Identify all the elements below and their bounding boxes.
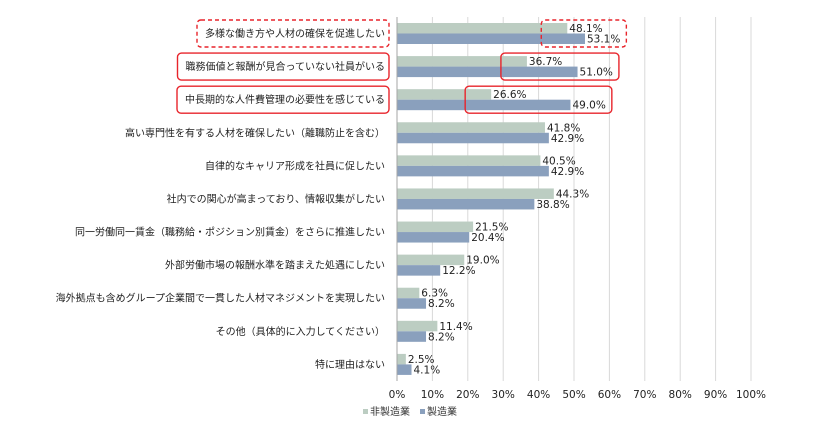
legend-label-non-manufacturing: 非製造業 xyxy=(370,405,410,418)
bar-manufacturing xyxy=(397,132,549,144)
bar-non-manufacturing xyxy=(397,320,438,332)
bar-non-manufacturing xyxy=(397,56,527,67)
value-label: 8.2% xyxy=(428,331,455,343)
value-labels: 48.1% 36.7% 26.6% 41.8% 40.5% 44.3% 21.5% 19.0%… xyxy=(408,23,621,376)
x-tick-label: 80% xyxy=(669,389,692,401)
legend-swatch-manufacturing xyxy=(420,409,425,414)
category-label: 外部労働市場の報酬水準を踏まえた処遇にしたい xyxy=(165,259,385,272)
value-label: 49.0% xyxy=(572,100,605,112)
highlight-value-box xyxy=(464,85,613,114)
highlight-label-box xyxy=(196,19,390,48)
category-label: 中長期的な人件費管理の必要性を感じている xyxy=(185,93,385,106)
value-label: 6.3% xyxy=(421,288,448,300)
value-label: 20.4% xyxy=(471,232,504,244)
bar-non-manufacturing xyxy=(397,287,420,299)
value-label: 48.1% xyxy=(569,23,602,35)
bar-manufacturing xyxy=(397,198,535,210)
bar-manufacturing xyxy=(397,265,441,276)
bars xyxy=(397,23,585,375)
value-label: 4.1% xyxy=(414,364,441,376)
category-label: 海外拠点も含めグループ企業間で一貫した人材マネジメントを実現したい xyxy=(56,292,385,305)
value-label: 21.5% xyxy=(475,222,508,234)
value-label: 44.3% xyxy=(556,188,589,200)
bar-non-manufacturing xyxy=(397,221,474,233)
value-label: 38.8% xyxy=(536,199,569,211)
value-label: 53.1% xyxy=(587,34,620,46)
category-label: 社内での関心が高まっており、情報収集がしたい xyxy=(167,192,385,205)
x-tick-label: 70% xyxy=(633,389,656,401)
x-tick-labels: 0% 10% 20% 30% 40% 50% 60% 70% 80% 90% 100% xyxy=(389,389,766,401)
highlight-value-box xyxy=(540,19,628,48)
category-labels: 多様な働き方や人材の確保を促進したい職務価値と報酬が見合っていない社員がいる中長… xyxy=(56,27,385,371)
bar-manufacturing xyxy=(397,66,578,78)
category-label: 高い専門性を有する人材を確保したい（離職防止を含む） xyxy=(125,126,385,139)
bar-manufacturing xyxy=(397,33,585,44)
gridlines xyxy=(431,17,752,381)
legend-swatch-non-manufacturing xyxy=(363,409,368,414)
bar-manufacturing xyxy=(397,99,571,111)
x-tick-label: 10% xyxy=(421,389,444,401)
bar-manufacturing xyxy=(397,364,412,375)
x-tick-label: 50% xyxy=(562,389,585,401)
x-tick-label: 60% xyxy=(598,389,621,401)
value-label: 11.4% xyxy=(439,321,472,333)
value-label: 12.2% xyxy=(442,265,475,277)
category-label: 多様な働き方や人材の確保を促進したい xyxy=(205,27,385,40)
x-tick-label: 40% xyxy=(527,389,550,401)
x-tick-label: 0% xyxy=(389,389,406,401)
value-label: 42.9% xyxy=(551,166,584,178)
bar-manufacturing xyxy=(397,165,549,177)
bar-manufacturing xyxy=(397,298,427,309)
bar-non-manufacturing xyxy=(397,23,568,34)
highlight-label-box xyxy=(176,85,390,114)
category-label: 職務価値と報酬が見合っていない社員がいる xyxy=(186,60,386,73)
value-label: 26.6% xyxy=(493,89,526,101)
x-tick-label: 90% xyxy=(704,389,727,401)
category-label: 同一労働同一賃金（職務給・ポジション別賃金）をさらに推進したい xyxy=(75,226,385,239)
bar-non-manufacturing xyxy=(397,188,554,199)
legend: 非製造業 製造業 xyxy=(363,405,457,418)
category-label: その他（具体的に入力してください） xyxy=(216,325,385,338)
value-label: 2.5% xyxy=(408,354,435,366)
bar-non-manufacturing xyxy=(397,122,545,133)
value-label: 41.8% xyxy=(547,122,580,134)
bar-manufacturing xyxy=(397,331,427,342)
value-label: 51.0% xyxy=(580,67,613,79)
bar-non-manufacturing xyxy=(397,89,492,100)
highlight-label-box xyxy=(176,52,390,81)
legend-label-manufacturing: 製造業 xyxy=(427,405,457,418)
bar-non-manufacturing xyxy=(397,353,406,365)
category-label: 特に理由はない xyxy=(315,358,385,371)
x-tick-label: 100% xyxy=(736,389,766,401)
highlight-value-box xyxy=(500,52,620,81)
bar-non-manufacturing xyxy=(397,254,465,266)
category-label: 自律的なキャリア形成を社員に促したい xyxy=(205,159,385,172)
value-label: 42.9% xyxy=(551,133,584,145)
bar-manufacturing xyxy=(397,232,470,243)
highlight-boxes xyxy=(176,19,628,114)
x-tick-label: 20% xyxy=(456,389,479,401)
value-label: 40.5% xyxy=(542,155,575,167)
value-label: 19.0% xyxy=(466,255,499,267)
value-label: 36.7% xyxy=(529,56,562,68)
bar-non-manufacturing xyxy=(397,155,541,166)
x-tick-label: 30% xyxy=(492,389,515,401)
value-label: 8.2% xyxy=(428,298,455,310)
